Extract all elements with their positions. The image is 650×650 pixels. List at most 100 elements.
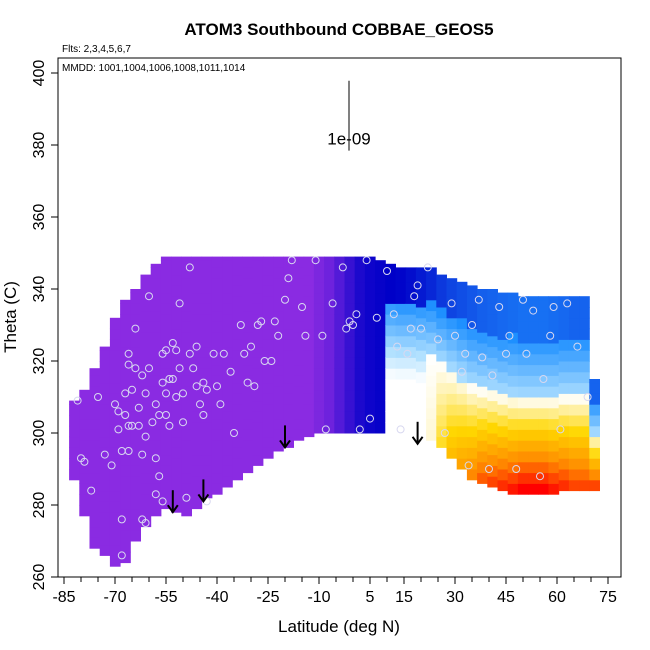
sample-point (148, 418, 157, 427)
heatmap-cell (517, 451, 529, 463)
heatmap-cell (456, 296, 468, 308)
y-tick-label: 280 (31, 492, 48, 519)
heatmap-cell (395, 292, 407, 304)
heatmap-cell (79, 483, 90, 495)
heatmap-cell (477, 418, 488, 430)
sample-point (311, 256, 320, 265)
heatmap-cell (150, 397, 162, 409)
sample-point (196, 400, 204, 409)
heatmap-cell (201, 400, 213, 412)
heatmap-cell (201, 357, 213, 369)
sample-point (321, 425, 330, 434)
heatmap-cell (69, 415, 80, 427)
heatmap-cell (517, 461, 529, 474)
heatmap-cell (385, 400, 396, 412)
heatmap-cell (385, 368, 396, 380)
heatmap-cell (130, 476, 141, 488)
sample-point (199, 378, 208, 387)
heatmap-cell (446, 415, 458, 427)
heatmap-cell (415, 393, 427, 405)
heatmap-cell (456, 425, 468, 438)
heatmap-cell (579, 371, 590, 384)
heatmap-cell (222, 256, 233, 261)
heatmap-cell (140, 278, 152, 290)
heatmap-cell (487, 400, 498, 412)
heatmap-cell (89, 461, 101, 474)
heatmap-cell (517, 440, 529, 452)
sample-point (502, 349, 510, 358)
sample-point (131, 324, 140, 333)
heatmap-cell (507, 483, 519, 495)
sample-point (230, 429, 238, 437)
scale-bar: 1e-09 (327, 80, 371, 151)
heatmap-cell (120, 303, 131, 315)
heatmap-cell (548, 429, 560, 441)
heatmap-cell (517, 332, 529, 344)
heatmap-cell (283, 339, 294, 351)
heatmap-cell (528, 386, 539, 398)
heatmap-cell (497, 307, 509, 319)
heatmap-cell (395, 325, 407, 337)
heatmap-cell (405, 368, 417, 380)
heatmap-cell (191, 281, 203, 294)
heatmap-cell (303, 274, 315, 286)
heatmap-cell (446, 371, 458, 384)
heatmap-cell (242, 267, 254, 279)
heatmap-cell (160, 497, 172, 510)
heatmap-cell (558, 436, 570, 448)
sample-point (121, 389, 130, 398)
heatmap-cell (201, 281, 213, 294)
heatmap-cell (130, 325, 141, 337)
sample-point (539, 375, 548, 383)
heatmap-cell (579, 404, 590, 416)
heatmap-cell (160, 271, 172, 283)
heatmap-cell (364, 379, 376, 391)
heatmap-cell (456, 436, 468, 448)
heatmap-cell (99, 393, 111, 405)
heatmap-cell (273, 343, 284, 355)
heatmap-cell (120, 314, 131, 326)
sample-point (141, 519, 150, 527)
sample-point (396, 425, 405, 434)
heatmap-cell (538, 472, 549, 484)
heatmap-cell (181, 397, 192, 409)
heatmap-cell (405, 335, 417, 348)
heatmap-cell (558, 339, 570, 351)
heatmap-cell (497, 296, 509, 308)
heatmap-cell (426, 343, 437, 355)
heatmap-cell (436, 361, 447, 373)
heatmap-cell (211, 353, 223, 366)
y-tick-label: 360 (31, 204, 48, 231)
heatmap-cell (150, 440, 162, 452)
heatmap-cell (120, 465, 131, 477)
heatmap-cell (487, 289, 498, 294)
heatmap-cell (232, 458, 243, 470)
heatmap-cell (232, 415, 243, 427)
heatmap-cell (415, 371, 427, 384)
sample-point (124, 447, 133, 455)
heatmap-cell (558, 425, 570, 438)
heatmap-cell (579, 361, 590, 373)
heatmap-cell (487, 292, 498, 304)
heatmap-cell (120, 497, 131, 510)
heatmap-cell (222, 357, 233, 369)
heatmap-cell (497, 328, 509, 340)
heatmap-cell (446, 296, 458, 308)
heatmap-cell (89, 397, 101, 409)
heatmap-cell (385, 335, 396, 348)
heatmap-cell (109, 415, 121, 427)
heatmap-cell (528, 364, 539, 376)
heatmap-cell (538, 353, 549, 366)
heatmap-cell (293, 343, 305, 355)
heatmap-cell (487, 422, 498, 434)
sample-point (107, 461, 116, 470)
heatmap-cell (517, 375, 529, 387)
heatmap-cell (517, 483, 529, 495)
heatmap-cell (120, 454, 131, 466)
heatmap-cell (436, 404, 447, 416)
heatmap-cell (477, 397, 488, 409)
heatmap-cell (130, 433, 141, 445)
heatmap-cell (222, 303, 233, 315)
heatmap-cell (477, 440, 488, 452)
heatmap-cell (160, 465, 172, 477)
